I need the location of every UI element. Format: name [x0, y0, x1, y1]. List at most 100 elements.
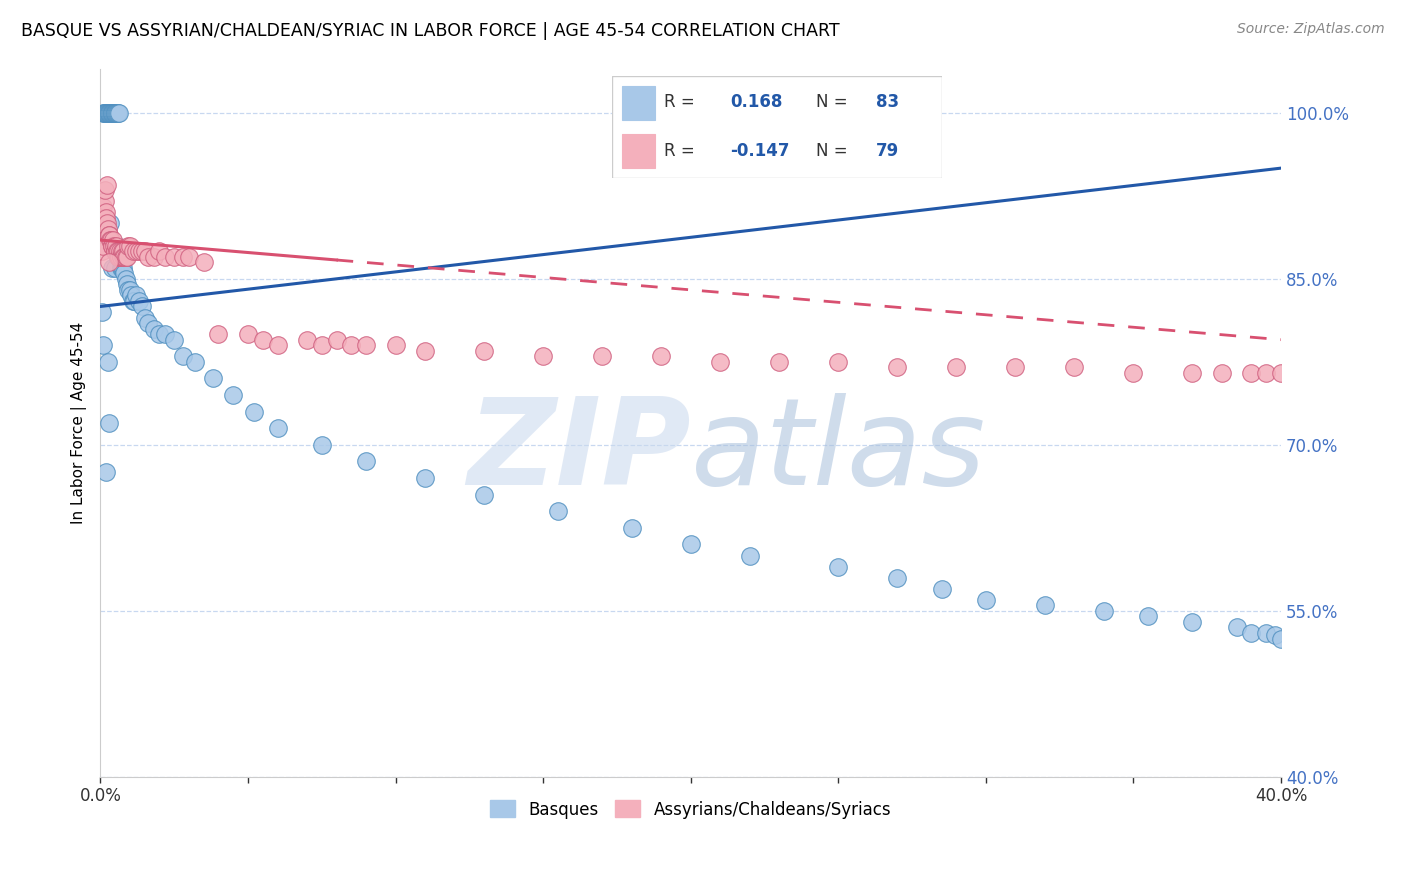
- Point: [128, 293, 150, 308]
- Point: [177, 250, 200, 264]
- Point: [1240, 626, 1263, 640]
- Point: [1181, 615, 1204, 629]
- Point: [531, 349, 554, 363]
- Point: [107, 250, 129, 264]
- Point: [93, 211, 115, 225]
- Bar: [621, 135, 655, 168]
- Point: [103, 244, 125, 259]
- Point: [115, 250, 138, 264]
- Point: [547, 504, 569, 518]
- Point: [827, 355, 849, 369]
- Point: [472, 488, 495, 502]
- Point: [96, 105, 118, 120]
- Point: [90, 305, 112, 319]
- Point: [94, 105, 117, 120]
- Point: [104, 105, 127, 120]
- Point: [236, 327, 259, 342]
- Point: [163, 250, 186, 264]
- Point: [114, 272, 136, 286]
- Point: [107, 105, 129, 120]
- Point: [105, 238, 128, 252]
- Point: [1137, 609, 1160, 624]
- Point: [101, 238, 124, 252]
- Point: [103, 238, 125, 252]
- Point: [93, 105, 115, 120]
- Point: [354, 454, 377, 468]
- Point: [104, 260, 127, 275]
- Point: [201, 371, 224, 385]
- Point: [104, 244, 127, 259]
- Point: [110, 255, 132, 269]
- Point: [117, 283, 139, 297]
- Point: [886, 360, 908, 375]
- Text: -0.147: -0.147: [731, 142, 790, 160]
- Point: [98, 227, 121, 242]
- Point: [104, 244, 127, 259]
- Text: N =: N =: [817, 142, 848, 160]
- Point: [768, 355, 790, 369]
- Point: [96, 178, 118, 192]
- Point: [94, 205, 117, 219]
- Point: [91, 238, 114, 252]
- Point: [1270, 366, 1292, 380]
- Point: [90, 244, 112, 259]
- Point: [974, 592, 997, 607]
- Point: [97, 222, 120, 236]
- Point: [96, 105, 118, 120]
- Point: [184, 355, 207, 369]
- Point: [103, 105, 125, 120]
- Point: [112, 250, 135, 264]
- Text: 79: 79: [876, 142, 900, 160]
- Point: [98, 233, 121, 247]
- Point: [100, 238, 122, 252]
- Point: [100, 233, 122, 247]
- Point: [97, 355, 120, 369]
- Point: [252, 333, 274, 347]
- Point: [134, 310, 156, 325]
- Point: [98, 416, 121, 430]
- Point: [131, 300, 153, 314]
- Point: [266, 338, 288, 352]
- Point: [122, 293, 145, 308]
- Point: [650, 349, 672, 363]
- Text: BASQUE VS ASSYRIAN/CHALDEAN/SYRIAC IN LABOR FORCE | AGE 45-54 CORRELATION CHART: BASQUE VS ASSYRIAN/CHALDEAN/SYRIAC IN LA…: [21, 22, 839, 40]
- Point: [1226, 620, 1249, 634]
- Text: 0.168: 0.168: [731, 94, 783, 112]
- Point: [94, 183, 117, 197]
- Point: [311, 438, 333, 452]
- Text: R =: R =: [665, 142, 695, 160]
- Point: [1004, 360, 1026, 375]
- Point: [1033, 599, 1056, 613]
- Point: [104, 105, 127, 120]
- Point: [110, 250, 132, 264]
- Y-axis label: In Labor Force | Age 45-54: In Labor Force | Age 45-54: [72, 322, 87, 524]
- Point: [118, 283, 141, 297]
- Point: [1256, 366, 1278, 380]
- Point: [105, 105, 128, 120]
- Point: [1270, 632, 1292, 646]
- Text: atlas: atlas: [690, 392, 986, 509]
- Point: [1181, 366, 1204, 380]
- Point: [709, 355, 731, 369]
- Point: [222, 388, 245, 402]
- Point: [1256, 626, 1278, 640]
- Text: R =: R =: [665, 94, 695, 112]
- Legend: Basques, Assyrians/Chaldeans/Syriacs: Basques, Assyrians/Chaldeans/Syriacs: [484, 794, 898, 825]
- Point: [945, 360, 967, 375]
- Point: [1122, 366, 1144, 380]
- Point: [110, 250, 132, 264]
- Point: [94, 105, 117, 120]
- Point: [115, 277, 138, 292]
- Point: [1264, 628, 1286, 642]
- Point: [97, 227, 120, 242]
- Point: [1063, 360, 1085, 375]
- Point: [827, 559, 849, 574]
- Point: [384, 338, 406, 352]
- Point: [620, 521, 643, 535]
- Point: [107, 244, 129, 259]
- Point: [101, 105, 124, 120]
- Point: [243, 404, 266, 418]
- Point: [98, 105, 121, 120]
- Point: [125, 244, 148, 259]
- Point: [101, 105, 124, 120]
